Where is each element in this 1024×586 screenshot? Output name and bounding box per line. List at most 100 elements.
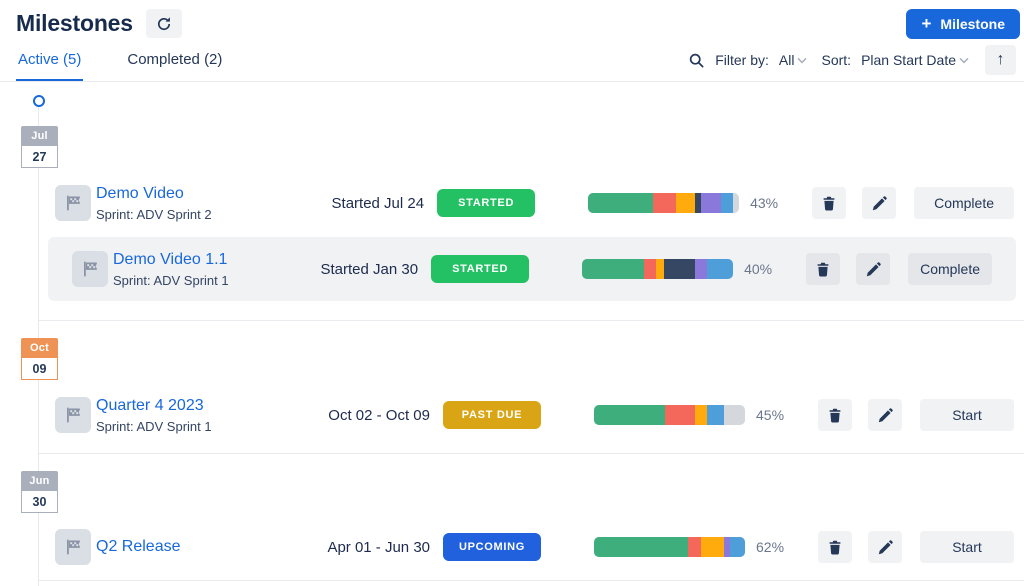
milestone-info: Demo Video 1.1 Sprint: ADV Sprint 1 (112, 251, 300, 288)
progress-segment (653, 193, 676, 213)
progress-segment (656, 259, 664, 279)
progress-segment (687, 537, 702, 557)
delete-button[interactable] (812, 187, 847, 219)
progress-segment (663, 259, 696, 279)
tab-active[interactable]: Active (5) (16, 39, 84, 81)
progress-segment (723, 537, 730, 557)
progress-percent: 45% (756, 407, 785, 423)
delete-button[interactable] (818, 399, 852, 431)
page-header: Milestones + Milestone (0, 0, 1024, 39)
milestone-sprint: Sprint: ADV Sprint 1 (113, 272, 229, 288)
milestone-dates: Apr 01 - Jun 30 (327, 538, 430, 556)
progress-segment (695, 193, 702, 213)
progress-group: 40% (582, 259, 778, 279)
section-divider (39, 320, 1024, 321)
progress-segment (695, 259, 708, 279)
progress-segment (701, 537, 724, 557)
progress-segment (707, 259, 734, 279)
plus-icon: + (921, 14, 932, 33)
delete-button[interactable] (818, 531, 852, 563)
progress-percent: 40% (744, 261, 773, 277)
search-icon[interactable] (688, 52, 705, 69)
marker-day: 27 (21, 146, 58, 168)
row-actions: Complete (806, 253, 992, 285)
progress-segment (707, 405, 724, 425)
sort-label: Sort: (821, 52, 852, 68)
complete-button[interactable]: Complete (914, 187, 1014, 219)
complete-button[interactable]: Complete (908, 253, 992, 285)
edit-button[interactable] (868, 399, 902, 431)
timeline-start-dot (33, 95, 45, 107)
refresh-icon (157, 16, 170, 30)
row-actions: Start (818, 399, 1014, 431)
page-title: Milestones (16, 10, 133, 36)
start-button[interactable]: Start (920, 399, 1014, 431)
progress-percent: 43% (750, 195, 779, 211)
milestone-dates: Started Jan 30 (320, 260, 419, 278)
section-divider (39, 453, 1024, 454)
progress-segment (695, 405, 708, 425)
marker-day: 30 (21, 491, 58, 513)
milestone-row: Demo Video Sprint: ADV Sprint 2 Started … (55, 183, 1014, 223)
pencil-icon (878, 539, 893, 554)
milestone-flag-icon (55, 185, 91, 221)
chevron-down-icon[interactable] (959, 57, 969, 64)
progress-segment (720, 193, 733, 213)
delete-button[interactable] (806, 253, 841, 285)
marker-day: 09 (21, 358, 58, 380)
marker-month: Oct (21, 338, 58, 358)
edit-button[interactable] (868, 531, 902, 563)
filter-label: Filter by: (715, 52, 769, 68)
sort-direction-button[interactable]: ↑ (985, 45, 1016, 75)
milestone-name-link[interactable]: Demo Video 1.1 (113, 250, 228, 268)
progress-group: 45% (594, 405, 790, 425)
add-milestone-button[interactable]: + Milestone (906, 8, 1020, 39)
progress-segment (594, 537, 688, 557)
progress-segment (594, 405, 665, 425)
milestone-name-link[interactable]: Demo Video (96, 184, 184, 202)
milestone-row: Quarter 4 2023 Sprint: ADV Sprint 1 Oct … (55, 395, 1014, 435)
milestone-flag-icon (72, 251, 108, 287)
marker-month: Jun (21, 471, 58, 491)
milestone-info: Q2 Release (95, 538, 312, 556)
sort-value[interactable]: Plan Start Date (861, 52, 956, 68)
milestone-flag-icon (55, 397, 91, 433)
progress-bar (594, 405, 745, 425)
filter-sort-toolbar: Filter by: All Sort: Plan Start Date ↑ (688, 39, 1016, 81)
progress-segment (582, 259, 644, 279)
edit-button[interactable] (862, 187, 897, 219)
milestone-info: Demo Video Sprint: ADV Sprint 2 (95, 185, 306, 222)
progress-segment (664, 405, 696, 425)
start-button[interactable]: Start (920, 531, 1014, 563)
milestone-row-nested: Demo Video 1.1 Sprint: ADV Sprint 1 Star… (48, 237, 1016, 301)
status-badge: STARTED (437, 189, 536, 217)
status-badge: STARTED (431, 255, 530, 283)
milestone-flag-icon (55, 529, 91, 565)
progress-segment (588, 193, 653, 213)
up-arrow-icon: ↑ (996, 51, 1005, 68)
progress-segment (729, 537, 745, 557)
pencil-icon (878, 407, 893, 422)
refresh-button[interactable] (145, 9, 182, 38)
milestone-sprint: Sprint: ADV Sprint 2 (96, 206, 212, 222)
chevron-down-icon[interactable] (797, 57, 808, 64)
progress-segment (675, 193, 696, 213)
milestone-info: Quarter 4 2023 Sprint: ADV Sprint 1 (95, 397, 312, 434)
milestone-dates: Oct 02 - Oct 09 (328, 406, 430, 424)
milestone-dates: Started Jul 24 (331, 194, 425, 212)
pencil-icon (872, 195, 887, 210)
edit-button[interactable] (856, 253, 891, 285)
progress-segment (643, 259, 657, 279)
milestone-name-link[interactable]: Quarter 4 2023 (96, 396, 204, 414)
progress-percent: 62% (756, 539, 785, 555)
filter-value[interactable]: All (778, 52, 795, 68)
date-marker-jun-30: Jun 30 (21, 471, 58, 513)
trash-icon (817, 262, 829, 276)
tab-completed[interactable]: Completed (2) (127, 50, 223, 68)
trash-icon (829, 408, 841, 422)
trash-icon (829, 540, 841, 554)
row-actions: Start (818, 531, 1014, 563)
milestone-name-link[interactable]: Q2 Release (96, 538, 181, 555)
progress-bar (588, 193, 740, 213)
